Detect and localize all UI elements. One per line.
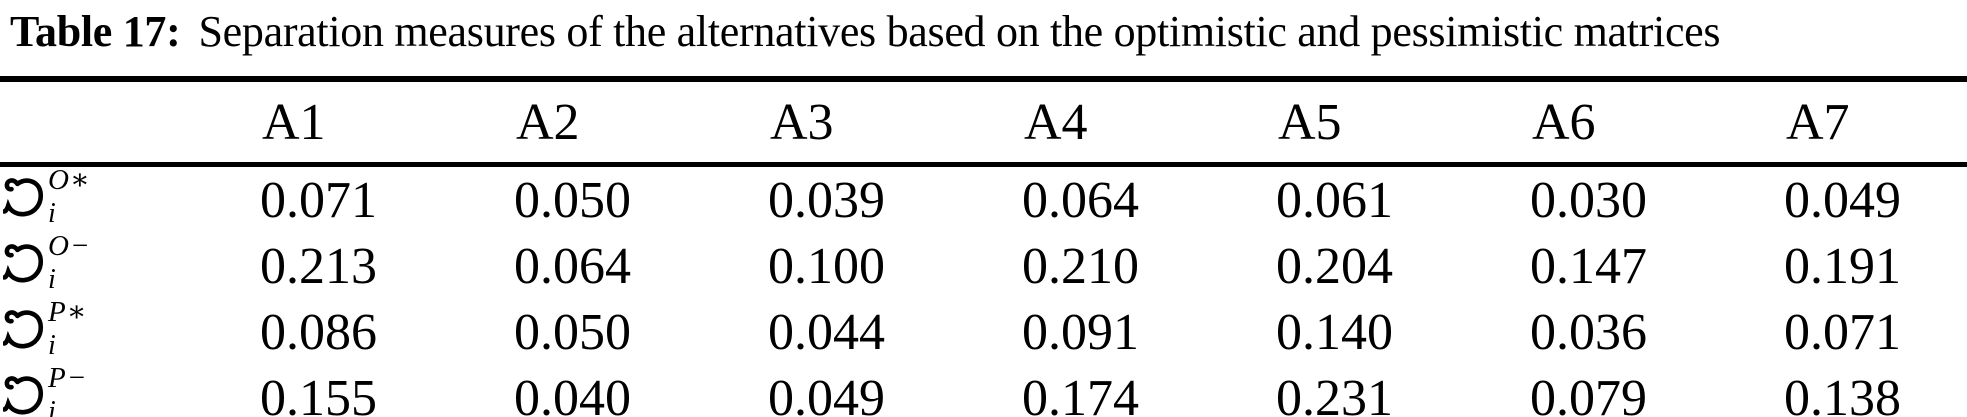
fraktur-D-icon [3, 376, 44, 415]
value-cell: 0.039 [768, 171, 885, 229]
row-label: P∗ i [3, 296, 88, 361]
value-cell: 0.050 [514, 303, 631, 361]
value-cell: 0.100 [768, 237, 885, 295]
row-subscript: i [48, 330, 56, 361]
row-subscript: i [48, 198, 56, 229]
value-cell: 0.140 [1276, 303, 1393, 361]
value-cell: 0.155 [260, 369, 377, 417]
value-cell: 0.050 [514, 171, 631, 229]
row-subscript: i [48, 396, 56, 417]
value-cell: 0.147 [1530, 237, 1647, 295]
row-subscript: i [48, 264, 56, 295]
value-cell: 0.091 [1022, 303, 1139, 361]
row-superscript: O∗ [48, 164, 91, 196]
separation-measures-table: A1 A2 A3 A4 A5 A6 A7 O∗ i [0, 76, 1967, 417]
value-cell: 0.071 [260, 171, 377, 229]
column-header-a1: A1 [260, 79, 514, 167]
row-superscript: O− [48, 230, 91, 262]
value-cell: 0.064 [1022, 171, 1139, 229]
value-cell: 0.044 [768, 303, 885, 361]
table-row: P∗ i 0.086 0.050 0.044 0.091 0.140 0.036… [0, 296, 1967, 365]
table-row: O− i 0.213 0.064 0.100 0.210 0.204 0.147… [0, 230, 1967, 299]
value-cell: 0.079 [1530, 369, 1647, 417]
table-caption: Table 17: Separation measures of the alte… [10, 6, 1967, 58]
column-header-a6: A6 [1530, 79, 1784, 167]
value-cell: 0.049 [1784, 171, 1901, 229]
fraktur-D-icon [3, 244, 44, 283]
value-cell: 0.213 [260, 237, 377, 295]
table-caption-text: Separation measures of the alternatives … [198, 7, 1721, 56]
row-label-cell: O∗ i [0, 165, 260, 234]
row-label: O− i [3, 230, 91, 295]
value-cell: 0.231 [1276, 369, 1393, 417]
value-cell: 0.138 [1784, 369, 1901, 417]
value-cell: 0.204 [1276, 237, 1393, 295]
value-cell: 0.174 [1022, 369, 1139, 417]
row-label-cell: P− i [0, 362, 260, 417]
header-row: A1 A2 A3 A4 A5 A6 A7 [0, 79, 1967, 167]
row-label-cell: P∗ i [0, 296, 260, 365]
value-cell: 0.064 [514, 237, 631, 295]
row-label: O∗ i [3, 164, 91, 229]
value-cell: 0.210 [1022, 237, 1139, 295]
value-cell: 0.061 [1276, 171, 1393, 229]
row-label-cell: O− i [0, 230, 260, 299]
row-label: P− i [3, 362, 88, 417]
fraktur-D-icon [3, 178, 44, 217]
fraktur-D-icon [3, 310, 44, 349]
column-header-a3: A3 [768, 79, 1022, 167]
value-cell: 0.191 [1784, 237, 1901, 295]
value-cell: 0.030 [1530, 171, 1647, 229]
value-cell: 0.036 [1530, 303, 1647, 361]
table-caption-label: Table 17: [10, 7, 181, 56]
value-cell: 0.040 [514, 369, 631, 417]
column-header-a4: A4 [1022, 79, 1276, 167]
value-cell: 0.086 [260, 303, 377, 361]
column-header-a7: A7 [1784, 79, 1967, 167]
table-row: P− i 0.155 0.040 0.049 0.174 0.231 0.079… [0, 362, 1967, 417]
header-empty-cell [0, 79, 260, 167]
value-cell: 0.049 [768, 369, 885, 417]
table-row: O∗ i 0.071 0.050 0.039 0.064 0.061 0.030… [0, 165, 1967, 234]
column-header-a2: A2 [514, 79, 768, 167]
column-header-a5: A5 [1276, 79, 1530, 167]
row-superscript: P∗ [48, 296, 88, 328]
value-cell: 0.071 [1784, 303, 1901, 361]
row-superscript: P− [48, 362, 88, 394]
